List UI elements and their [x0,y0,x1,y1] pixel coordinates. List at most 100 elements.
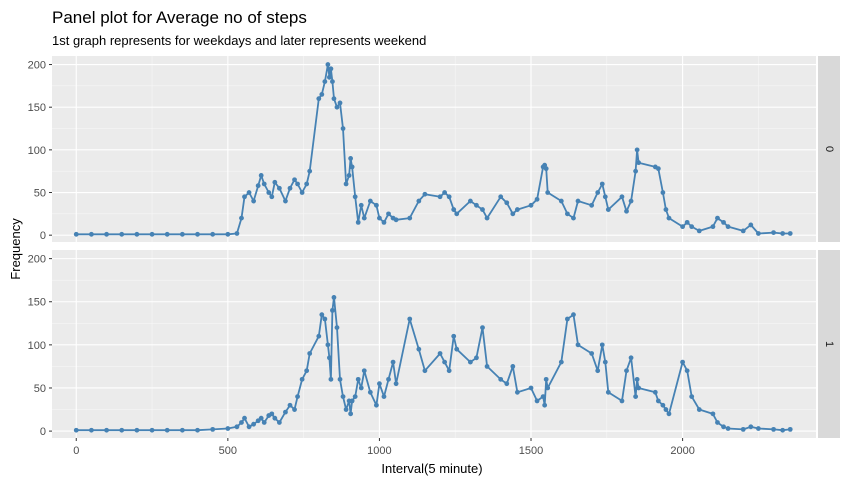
data-point [721,219,726,225]
data-point [663,207,669,212]
data-point [628,355,634,361]
data-point [322,79,328,84]
data-point [393,217,399,223]
y-tick-label: 150 [28,102,46,114]
data-point [225,426,231,431]
data-point [276,420,282,425]
data-point [595,190,601,195]
data-point [328,376,334,382]
data-point [381,219,387,225]
data-point [498,194,504,200]
data-point [543,166,549,172]
data-point [599,181,605,187]
data-point [331,295,337,300]
data-point [328,66,334,72]
data-point [261,181,267,187]
y-tick-label: 0 [40,426,46,438]
data-point [715,215,720,221]
data-point [636,385,642,391]
data-point [179,427,185,433]
data-point [337,376,343,382]
data-point [327,355,332,361]
data-point [164,427,170,433]
data-point [361,368,367,374]
data-point [575,342,581,348]
data-point [422,191,428,197]
data-point [442,190,448,195]
data-point [510,364,516,369]
data-point [624,368,629,374]
data-point [134,231,140,237]
data-point [195,231,200,237]
data-point [255,183,261,189]
data-point [239,420,244,425]
data-point [467,198,473,204]
data-point [179,231,185,237]
x-tick-label: 500 [219,445,237,457]
data-point [628,198,634,204]
data-point [710,411,716,417]
data-point [571,312,576,318]
data-point [119,427,125,433]
data-point [474,202,479,208]
data-point [652,389,658,395]
data-point [340,394,346,400]
data-point [272,415,278,421]
data-point [355,219,361,225]
data-point [624,208,629,214]
data-point [330,307,335,313]
y-tick-label: 200 [28,254,46,266]
data-point [454,211,460,217]
data-point [377,215,382,221]
data-point [755,231,761,236]
data-point [349,164,355,170]
data-point [666,215,672,221]
facet-strip [818,56,840,242]
data-point [104,231,109,237]
data-point [636,160,642,166]
data-point [748,424,754,430]
data-point [283,409,288,415]
data-point [242,415,247,421]
data-point [149,427,155,433]
data-point [715,420,720,425]
data-point [242,194,247,200]
panel-1: 0 50 100 150 200 1 0 500 1000 1500 2000 [28,250,840,457]
data-point [589,351,595,356]
data-point [269,411,275,417]
facet-strip-label: 1 [823,341,835,347]
data-point [319,91,325,97]
data-point [416,198,422,204]
data-point [595,368,601,374]
data-point [234,424,240,430]
data-point [740,426,746,432]
y-tick-label: 0 [40,230,46,242]
data-point [633,168,639,174]
data-point [89,231,94,237]
data-point [239,215,244,221]
data-point [666,411,672,417]
y-tick-label: 100 [28,145,46,157]
data-point [246,190,252,195]
data-point [337,100,343,106]
data-point [292,407,297,412]
facet-strip-label: 0 [823,146,835,152]
data-point [272,179,278,185]
data-point [558,198,564,204]
data-point [689,394,695,400]
data-point [349,398,355,404]
data-point [416,346,422,352]
data-point [299,190,305,195]
data-point [269,194,275,200]
data-point [149,231,155,237]
data-point [545,385,551,391]
y-tick-label: 100 [28,340,46,352]
data-point [340,126,346,131]
data-point [355,376,361,382]
data-point [558,359,564,365]
data-point [287,185,293,191]
y-tick-label: 150 [28,297,46,309]
data-point [504,381,510,387]
x-tick-label: 1000 [367,445,391,457]
